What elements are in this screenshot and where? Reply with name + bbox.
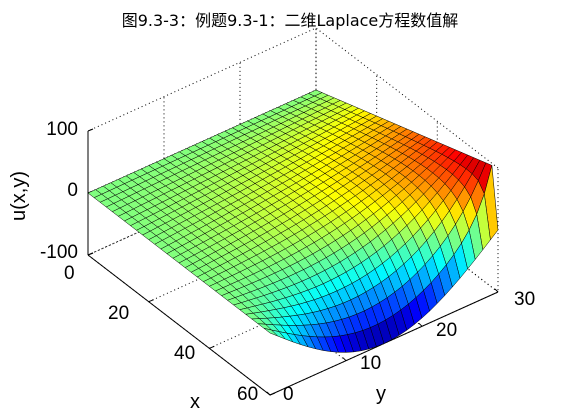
y-tick-mark xyxy=(266,391,271,396)
chart-title: 图9.3-3：例题9.3-1：二维Laplace方程数值解 xyxy=(122,11,459,30)
x-axis-label: x xyxy=(190,391,200,413)
y-axis-label: y xyxy=(376,383,386,405)
z-tick-label: -100 xyxy=(40,242,78,263)
x-tick-mark xyxy=(209,345,215,349)
grid-line xyxy=(269,168,499,396)
x-tick-mark xyxy=(148,299,154,303)
y-axis-ticks: 0 10 20 30 xyxy=(283,289,535,405)
z-axis-ticks: 100 0 -100 xyxy=(40,119,78,263)
y-tick-label: 0 xyxy=(283,384,294,405)
x-tick-label: 0 xyxy=(64,263,75,284)
x-tick-label: 20 xyxy=(108,303,129,324)
z-tick-label: 0 xyxy=(67,180,78,201)
surface-patch xyxy=(263,328,278,337)
z-axis-label: u(x,y) xyxy=(8,171,30,221)
y-tick-label: 30 xyxy=(514,289,535,310)
x-tick-label: 40 xyxy=(174,343,195,364)
grid-line xyxy=(87,27,499,169)
y-tick-mark xyxy=(418,322,423,327)
y-tick-mark xyxy=(342,357,347,362)
y-tick-label: 10 xyxy=(360,353,381,374)
x-axis-line xyxy=(87,254,271,396)
surface-mesh xyxy=(87,89,499,353)
x-tick-mark xyxy=(269,392,276,396)
y-tick-label: 20 xyxy=(436,320,457,341)
z-tick-mark xyxy=(87,128,94,132)
x-tick-label: 60 xyxy=(237,384,258,405)
y-tick-mark xyxy=(494,288,499,293)
x-axis-ticks: 0 20 40 60 xyxy=(64,263,258,405)
x-tick-mark xyxy=(87,252,94,256)
z-tick-label: 100 xyxy=(46,119,78,140)
